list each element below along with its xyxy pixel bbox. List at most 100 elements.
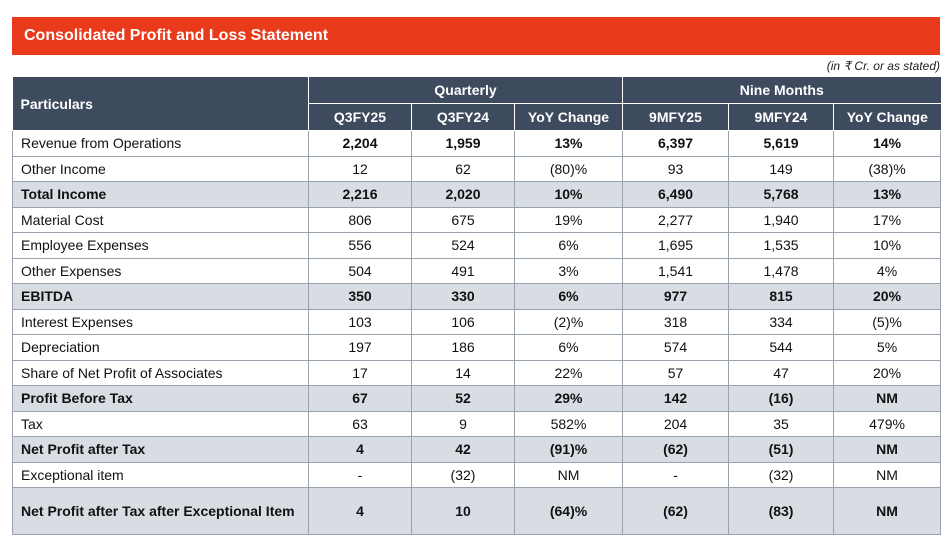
cell: 977 — [622, 283, 730, 310]
cell: 2,277 — [622, 206, 730, 233]
cell: 106 — [411, 308, 515, 335]
cell: 142 — [622, 385, 730, 412]
row-label: Revenue from Operations — [12, 130, 309, 157]
cell: 318 — [622, 308, 730, 335]
cell: (38)% — [833, 155, 942, 182]
cell: 47 — [728, 359, 835, 386]
cell: 29% — [513, 385, 624, 412]
cell: 5,768 — [728, 181, 835, 208]
cell: 62 — [411, 155, 515, 182]
row-label: Depreciation — [12, 334, 309, 361]
table-row: Net Profit after Tax after Exceptional I… — [12, 487, 942, 535]
row-label: Other Income — [12, 155, 309, 182]
cell: (91)% — [513, 436, 624, 463]
cell: 582% — [513, 410, 624, 437]
cell: 504 — [308, 257, 412, 284]
cell: 35 — [728, 410, 835, 437]
cell: 14% — [833, 130, 942, 157]
cell: 63 — [308, 410, 412, 437]
cell: 1,478 — [728, 257, 835, 284]
cell: 675 — [411, 206, 515, 233]
cell: (62) — [622, 487, 730, 535]
row-label: Total Income — [12, 181, 309, 208]
cell: 14 — [411, 359, 515, 386]
header-cell: Quarterly — [308, 77, 624, 104]
cell: 815 — [728, 283, 835, 310]
cell: 57 — [622, 359, 730, 386]
row-label: Tax — [12, 410, 309, 437]
cell: 13% — [513, 130, 624, 157]
row-label: Employee Expenses — [12, 232, 309, 259]
cell: 5% — [833, 334, 942, 361]
header-cell: Q3FY25 — [308, 103, 412, 131]
table-row: EBITDA 350 330 6% 977 815 20% — [12, 283, 942, 310]
cell: (80)% — [513, 155, 624, 182]
cell: 1,695 — [622, 232, 730, 259]
row-label: Share of Net Profit of Associates — [12, 359, 309, 386]
cell: 1,959 — [411, 130, 515, 157]
cell: NM — [833, 487, 942, 535]
cell: 806 — [308, 206, 412, 233]
table-row: Other Expenses 504 491 3% 1,541 1,478 4% — [12, 257, 942, 284]
cell: 10% — [833, 232, 942, 259]
row-label: Net Profit after Tax — [12, 436, 309, 463]
cell: 4 — [308, 436, 412, 463]
cell: 556 — [308, 232, 412, 259]
cell: 5,619 — [728, 130, 835, 157]
cell: 22% — [513, 359, 624, 386]
header-cell: YoY Change — [514, 103, 624, 131]
cell: (16) — [728, 385, 835, 412]
header-cell: 9MFY24 — [728, 103, 835, 131]
cell: 149 — [728, 155, 835, 182]
cell: 103 — [308, 308, 412, 335]
cell: 6,397 — [622, 130, 730, 157]
table-row: Depreciation 197 186 6% 574 544 5% — [12, 334, 942, 361]
cell: 4% — [833, 257, 942, 284]
table-row: Revenue from Operations 2,204 1,959 13% 6,39… — [12, 130, 942, 157]
header-cell: YoY Change — [833, 103, 941, 131]
title-bar: Consolidated Profit and Loss Statement — [12, 17, 940, 55]
cell: 6% — [513, 334, 624, 361]
cell: (51) — [728, 436, 835, 463]
cell: (32) — [411, 461, 515, 488]
cell: 6,490 — [622, 181, 730, 208]
pl-table: Particulars Quarterly Nine Months Q3FY25… — [12, 77, 942, 535]
cell: 204 — [622, 410, 730, 437]
cell: 350 — [308, 283, 412, 310]
cell: NM — [833, 461, 942, 488]
cell: 42 — [411, 436, 515, 463]
cell: 334 — [728, 308, 835, 335]
cell: 6% — [513, 283, 624, 310]
cell: 330 — [411, 283, 515, 310]
cell: NM — [833, 385, 942, 412]
row-label: Profit Before Tax — [12, 385, 309, 412]
table-row: Total Income 2,216 2,020 10% 6,490 5,768 13% — [12, 181, 942, 208]
table-row: Share of Net Profit of Associates 17 14 22%… — [12, 359, 942, 386]
cell: 479% — [833, 410, 942, 437]
table-row: Interest Expenses 103 106 (2)% 318 334 (5)% — [12, 308, 942, 335]
table-row: Other Income 12 62 (80)% 93 149 (38)% — [12, 155, 942, 182]
cell: 10% — [513, 181, 624, 208]
cell: NM — [833, 436, 942, 463]
cell: (32) — [728, 461, 835, 488]
cell: 2,216 — [308, 181, 412, 208]
cell: - — [308, 461, 412, 488]
cell: 20% — [833, 283, 942, 310]
cell: 1,940 — [728, 206, 835, 233]
cell: 13% — [833, 181, 942, 208]
cell: (2)% — [513, 308, 624, 335]
row-label: Other Expenses — [12, 257, 309, 284]
cell: 67 — [308, 385, 412, 412]
cell: 4 — [308, 487, 412, 535]
header-cell: Q3FY24 — [411, 103, 515, 131]
cell: 12 — [308, 155, 412, 182]
row-label: Material Cost — [12, 206, 309, 233]
cell: 9 — [411, 410, 515, 437]
row-label: Net Profit after Tax after Exceptional I… — [12, 487, 309, 535]
cell: 2,020 — [411, 181, 515, 208]
cell: 20% — [833, 359, 942, 386]
cell: 6% — [513, 232, 624, 259]
cell: 524 — [411, 232, 515, 259]
cell: 574 — [622, 334, 730, 361]
cell: (64)% — [513, 487, 624, 535]
